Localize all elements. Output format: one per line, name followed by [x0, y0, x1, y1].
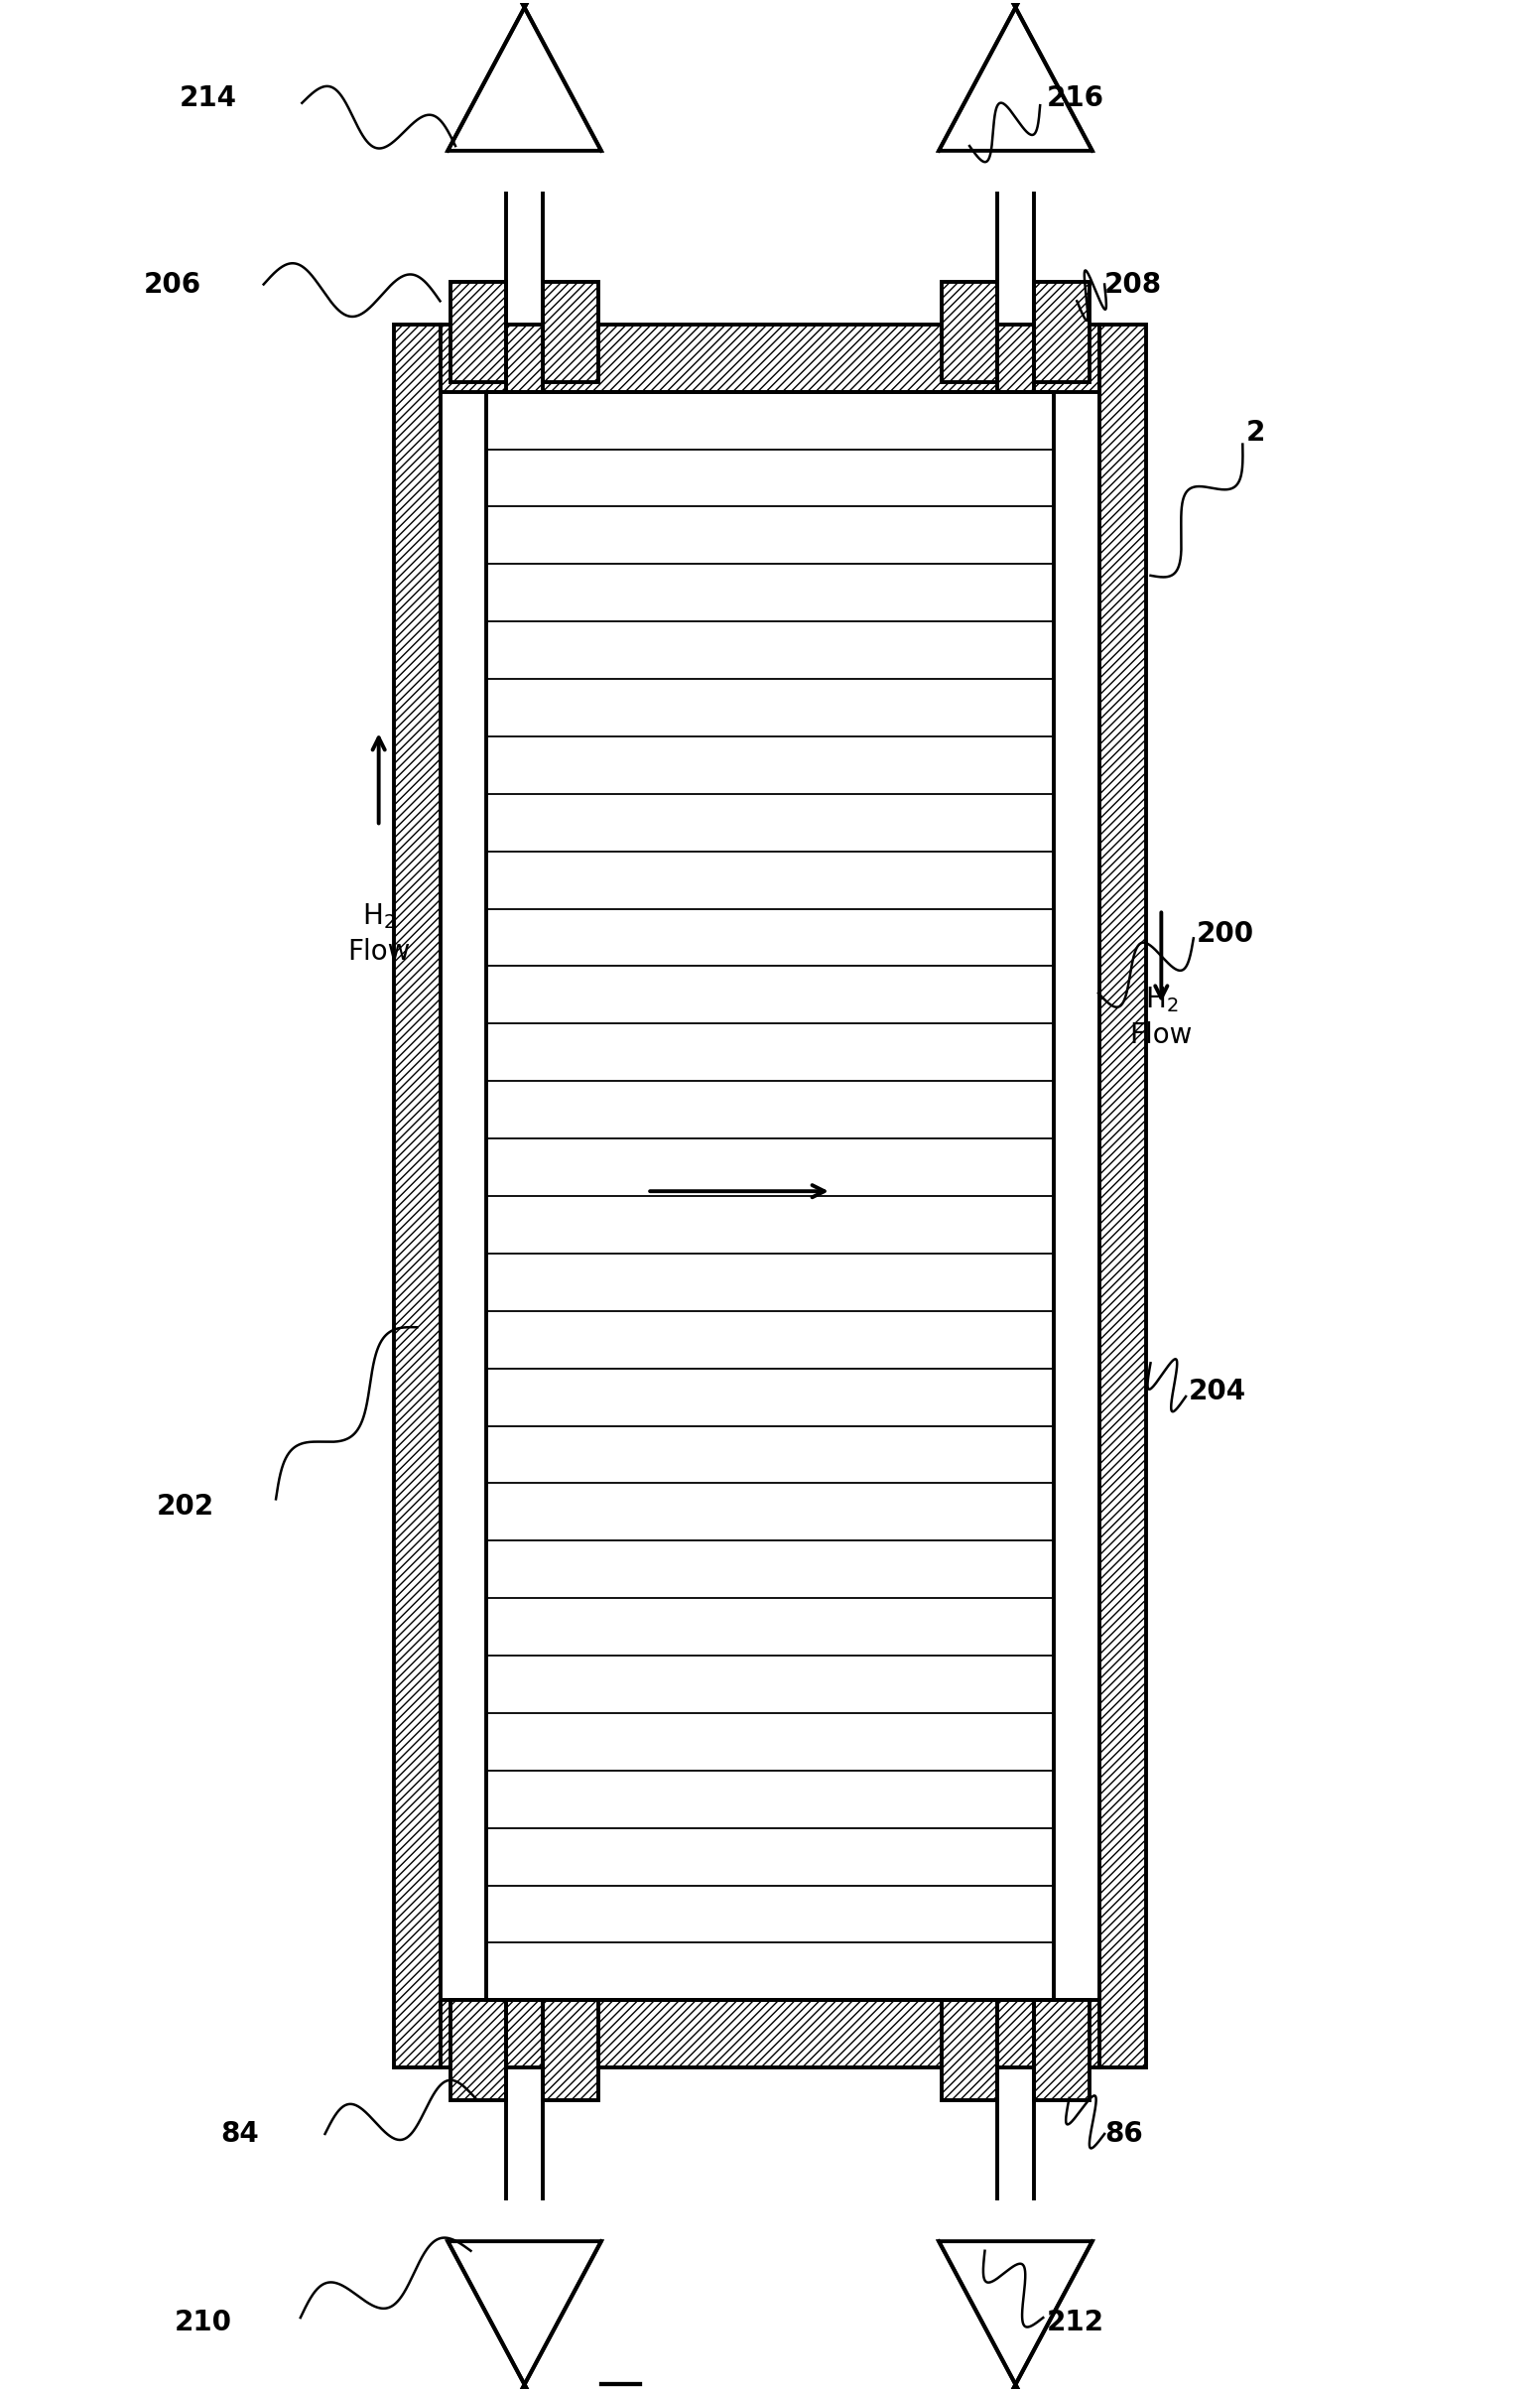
- Text: H$_2$
Flow: H$_2$ Flow: [1130, 986, 1194, 1050]
- Bar: [394, 325, 440, 2067]
- Text: 216: 216: [1046, 84, 1104, 112]
- Text: 200: 200: [1197, 919, 1254, 947]
- Text: 208: 208: [1104, 270, 1163, 299]
- Text: 206: 206: [143, 270, 202, 299]
- Bar: [544, 2000, 598, 2100]
- Text: 202: 202: [156, 1493, 214, 1521]
- Bar: [451, 2000, 507, 2100]
- Text: 210: 210: [174, 2308, 233, 2337]
- Bar: [1033, 2000, 1089, 2100]
- Bar: [451, 282, 507, 383]
- Text: H$_2$
Flow: H$_2$ Flow: [346, 902, 410, 966]
- Bar: [544, 282, 598, 383]
- Text: 212: 212: [1046, 2308, 1104, 2337]
- Bar: [440, 2000, 1100, 2067]
- Bar: [942, 2000, 996, 2100]
- Text: 84: 84: [220, 2119, 259, 2148]
- Polygon shape: [939, 7, 1092, 151]
- Polygon shape: [939, 2385, 1092, 2392]
- Polygon shape: [939, 2241, 1092, 2385]
- Text: 214: 214: [179, 84, 237, 112]
- Polygon shape: [939, 0, 1092, 7]
- Bar: [1033, 282, 1089, 383]
- Bar: [942, 282, 996, 383]
- Text: 86: 86: [1104, 2119, 1143, 2148]
- Polygon shape: [448, 0, 601, 7]
- Bar: [440, 325, 1100, 392]
- Bar: [1100, 325, 1146, 2067]
- Polygon shape: [448, 7, 601, 151]
- Text: 204: 204: [1189, 1378, 1246, 1406]
- Polygon shape: [448, 2241, 601, 2385]
- Text: 2: 2: [1246, 419, 1264, 447]
- Polygon shape: [448, 2385, 601, 2392]
